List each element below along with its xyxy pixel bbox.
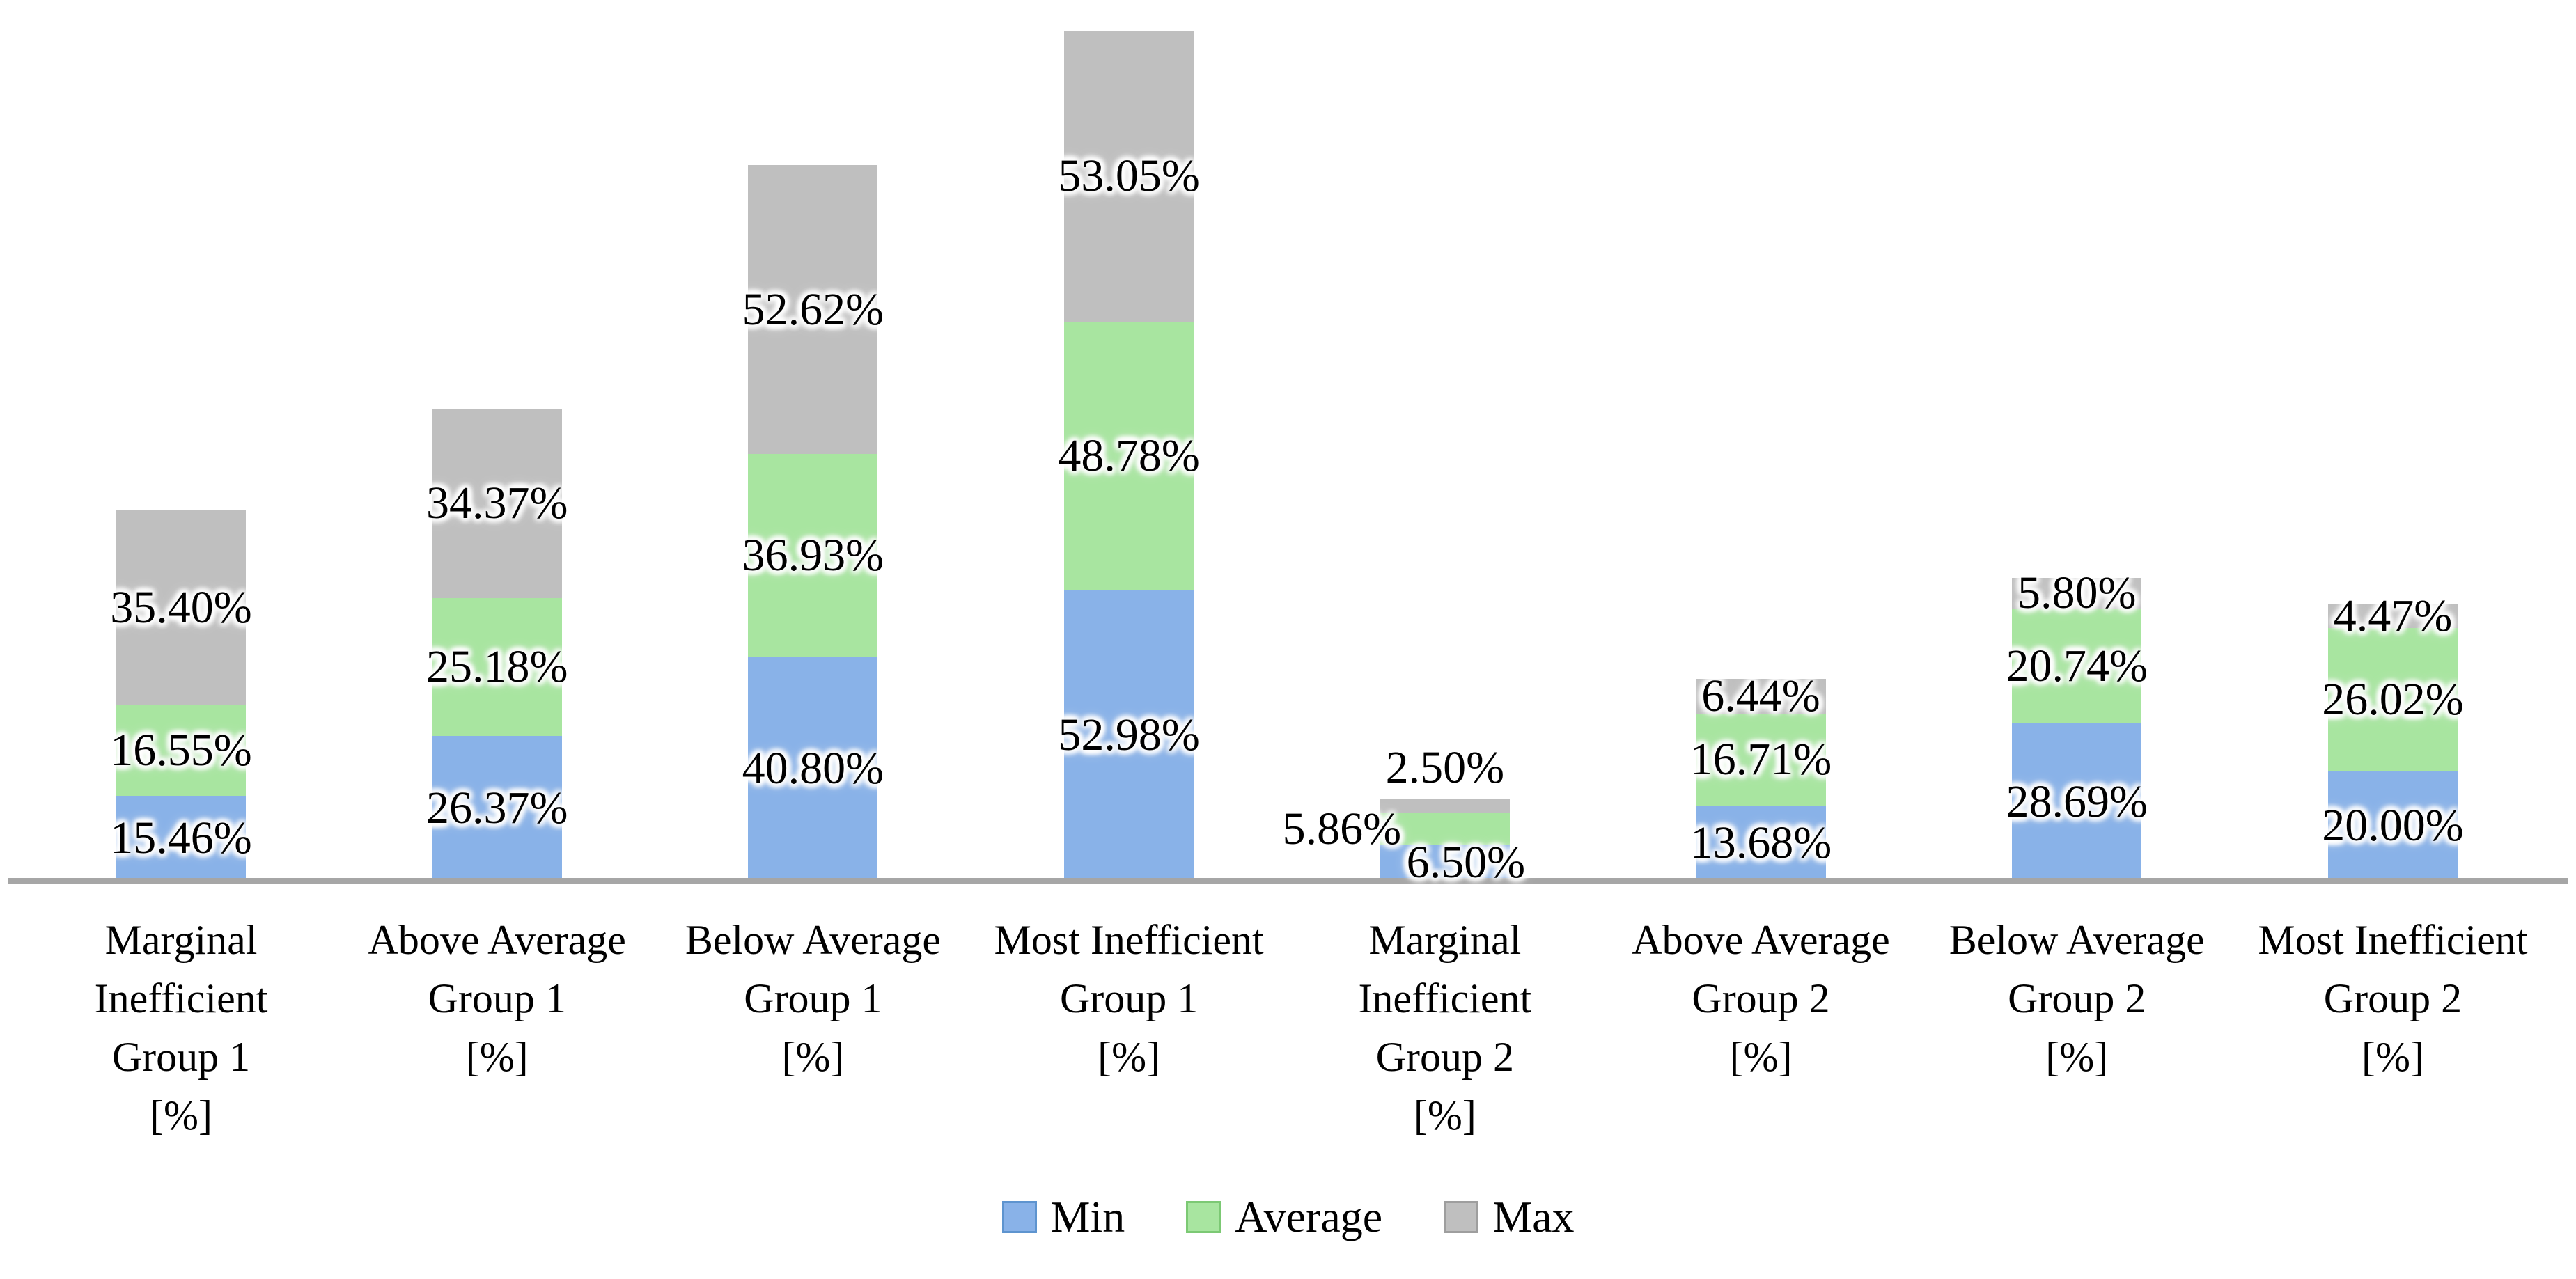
data-label-average-above-average-group-1: 25.18% [426,641,568,692]
data-label-min-above-average-group-2: 13.68% [1689,817,1832,869]
x-axis-label-below-average-group-1: Below Average Group 1 [%] [685,917,941,1080]
bar-segment-min-most-inefficient-group-1 [1064,590,1194,881]
bar-segment-average-most-inefficient-group-1 [1064,322,1194,590]
data-label-average-marginal-inefficient-group-2: 5.86% [1282,803,1402,854]
bar-segment-max-below-average-group-1 [748,165,878,455]
legend-item-max: Max [1444,1192,1575,1241]
legend-label-min: Min [1050,1192,1125,1241]
bar-segment-average-above-average-group-1 [432,597,562,737]
bar-segment-max-most-inefficient-group-1 [1064,31,1194,322]
data-label-average-above-average-group-2: 16.71% [1689,734,1832,785]
x-axis-line [8,878,2568,884]
bar-segment-min-marginal-inefficient-group-1 [116,796,246,881]
x-axis-label-above-average-group-2: Above Average Group 2 [%] [1632,917,1890,1080]
x-axis-label-marginal-inefficient-group-2: Marginal Inefficient Group 2 [%] [1358,917,1532,1138]
bar-segment-average-above-average-group-2 [1696,714,1826,806]
legend-swatch-max [1444,1201,1479,1233]
bar-segment-min-marginal-inefficient-group-2 [1380,845,1510,881]
legend-swatch-average [1186,1201,1221,1233]
bar-segment-max-below-average-group-2 [2012,577,2142,610]
bar-segment-min-below-average-group-1 [748,657,878,881]
data-label-average-below-average-group-1: 36.93% [742,529,884,581]
bar-segment-max-marginal-inefficient-group-1 [116,510,246,705]
bar-segment-max-most-inefficient-group-2 [2327,603,2458,629]
bar-segment-max-above-average-group-1 [432,409,562,598]
data-label-max-above-average-group-2: 6.44% [1701,670,1820,721]
data-label-min-marginal-inefficient-group-2: 6.50% [1406,837,1526,888]
data-label-min-marginal-inefficient-group-1: 15.46% [110,813,252,864]
legend-item-average: Average [1186,1195,1382,1239]
x-axis-label-most-inefficient-group-1: Most Inefficient Group 1 [%] [994,917,1264,1080]
data-label-average-marginal-inefficient-group-1: 16.55% [110,724,252,776]
data-label-min-most-inefficient-group-1: 52.98% [1058,709,1200,761]
legend: Min Average Max [1001,1192,1575,1241]
data-label-max-most-inefficient-group-2: 4.47% [2333,590,2453,641]
bar-segment-average-marginal-inefficient-group-1 [116,705,246,797]
data-label-min-most-inefficient-group-2: 20.00% [2322,800,2464,852]
bar-segment-average-marginal-inefficient-group-2 [1380,813,1510,845]
bar-segment-min-below-average-group-2 [2012,723,2142,881]
legend-swatch-min [1001,1201,1037,1233]
bar-segment-average-most-inefficient-group-2 [2327,628,2458,771]
bar-segment-max-above-average-group-2 [1696,678,1826,714]
data-label-max-most-inefficient-group-1: 53.05% [1058,150,1200,202]
data-label-max-below-average-group-2: 5.80% [2017,567,2137,619]
data-label-average-most-inefficient-group-2: 26.02% [2322,673,2464,725]
x-axis-label-most-inefficient-group-2: Most Inefficient Group 2 [%] [2258,917,2528,1080]
data-label-min-below-average-group-1: 40.80% [742,743,884,794]
data-label-min-above-average-group-1: 26.37% [426,783,568,834]
data-label-average-below-average-group-2: 20.74% [2006,641,2148,691]
data-label-average-most-inefficient-group-1: 48.78% [1058,430,1200,481]
bar-segment-average-below-average-group-1 [748,454,878,657]
data-label-min-below-average-group-2: 28.69% [2006,776,2148,827]
bar-segment-max-marginal-inefficient-group-2 [1380,799,1510,813]
legend-item-min: Min [1001,1192,1125,1241]
bar-segment-min-above-average-group-2 [1696,806,1826,881]
legend-label-max: Max [1492,1192,1575,1241]
data-label-max-below-average-group-1: 52.62% [742,283,884,335]
bar-segment-average-below-average-group-2 [2012,609,2142,723]
data-label-max-above-average-group-1: 34.37% [426,478,568,529]
bar-segment-min-above-average-group-1 [432,736,562,881]
x-axis-label-marginal-inefficient-group-1: Marginal Inefficient Group 1 [%] [94,917,268,1138]
x-axis-label-below-average-group-2: Below Average Group 2 [%] [1949,917,2205,1080]
data-label-max-marginal-inefficient-group-1: 35.40% [110,582,252,634]
legend-label-average: Average [1235,1192,1383,1241]
bar-segment-min-most-inefficient-group-2 [2327,771,2458,881]
data-label-max-marginal-inefficient-group-2: 2.50% [1385,741,1505,793]
x-axis-label-above-average-group-1: Above Average Group 1 [%] [368,917,626,1080]
